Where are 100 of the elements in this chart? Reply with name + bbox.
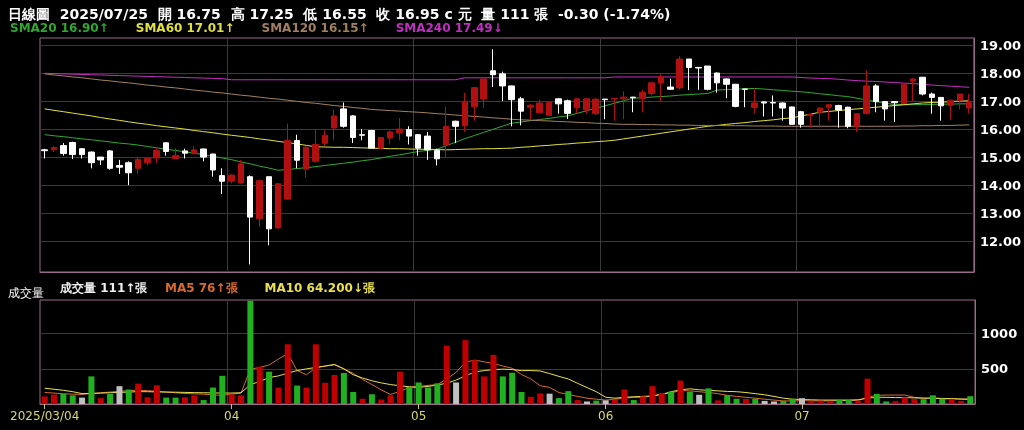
candlestick [452,120,459,144]
bar [200,400,207,404]
candlestick [564,99,571,120]
y-tick-label: 15.00 [979,149,1021,165]
bar [649,386,656,404]
y-tick-label: 18.00 [979,65,1021,81]
candlestick [424,131,431,161]
bar [312,344,319,404]
bar [462,340,469,404]
x-tick-label: 07 [794,409,810,423]
bar [883,401,890,404]
candlestick [789,106,795,125]
candlestick [275,183,281,229]
bar [60,393,67,404]
candlestick [228,173,235,184]
y-tick-label: 1000 [981,326,1018,342]
bar [322,382,329,404]
bar [125,389,132,404]
y-tick-label: 14.00 [979,177,1021,193]
candlestick [602,98,608,120]
bar [51,394,58,404]
candlestick [714,71,720,94]
candlestick [443,106,449,158]
candlestick [182,148,188,159]
bar [967,396,974,404]
candlestick [620,90,627,120]
candlestick [891,100,898,123]
candlestick [69,141,76,160]
candlestick [396,117,403,141]
candlestick [732,83,739,108]
bar [686,391,693,404]
bar [425,387,432,404]
bar [181,397,188,404]
bar [396,371,403,404]
bar [742,399,749,404]
candlestick [294,134,300,169]
text: MA10 64.200↓張 [264,281,376,295]
candlestick [60,142,67,157]
bar [368,394,375,404]
bar [135,383,142,404]
candlestick [658,73,664,102]
x-tick-label: 04 [224,409,240,423]
candlestick [518,96,524,126]
bar [275,387,282,404]
candlestick [219,167,225,195]
candlestick [303,145,309,179]
candlestick [845,106,851,129]
bar [481,376,488,404]
candlestick [723,78,730,99]
bar [415,382,422,404]
bar [303,387,310,404]
bar [79,397,86,404]
candlestick [247,174,253,265]
bar [574,400,581,404]
bar [855,400,862,404]
x-tick-label: 06 [598,409,614,423]
bar [490,354,497,404]
candlestick [817,107,823,129]
candlestick [611,97,618,122]
candlestick [144,156,151,167]
bar [238,395,245,404]
candlestick [583,97,590,115]
candlestick [882,100,888,122]
candlestick [340,101,347,129]
y-tick-label: 19.00 [979,37,1021,53]
bar [163,397,170,404]
candlestick [200,148,207,162]
bar [901,397,908,404]
text: SMA120 16.15↑ [261,21,369,35]
bar [284,344,291,404]
bar [939,398,946,404]
bar [499,376,506,404]
candlestick [210,153,216,178]
candlestick [667,78,674,91]
candlestick [378,136,384,150]
candlestick [863,69,870,115]
bar [471,360,478,404]
text: 成交量 111↑張 [59,281,149,295]
y-tick-label: 17.00 [979,93,1021,109]
candlestick [368,129,375,150]
candlestick [41,148,48,159]
candlestick [966,93,972,115]
y-tick-label: 12.00 [979,233,1021,249]
line-series [44,72,970,88]
candlestick [480,76,487,109]
candlestick [676,55,683,91]
candlestick [648,82,655,96]
candlestick [639,89,646,113]
candlestick [434,148,440,167]
candlestick [536,99,543,114]
bar [387,395,394,404]
bar [789,398,796,404]
bar [864,378,871,404]
candlestick [163,142,169,157]
bar [172,397,179,404]
x-tick-label: 05 [411,409,427,423]
line-series [44,100,970,151]
bar [836,399,843,404]
bar [583,401,590,404]
chart-title: 日線圖 2025/07/25 開 16.75 高 17.25 低 16.55 收 16.95 c 元 量 111 張 -0.30 (-1.74%) [8,6,671,22]
